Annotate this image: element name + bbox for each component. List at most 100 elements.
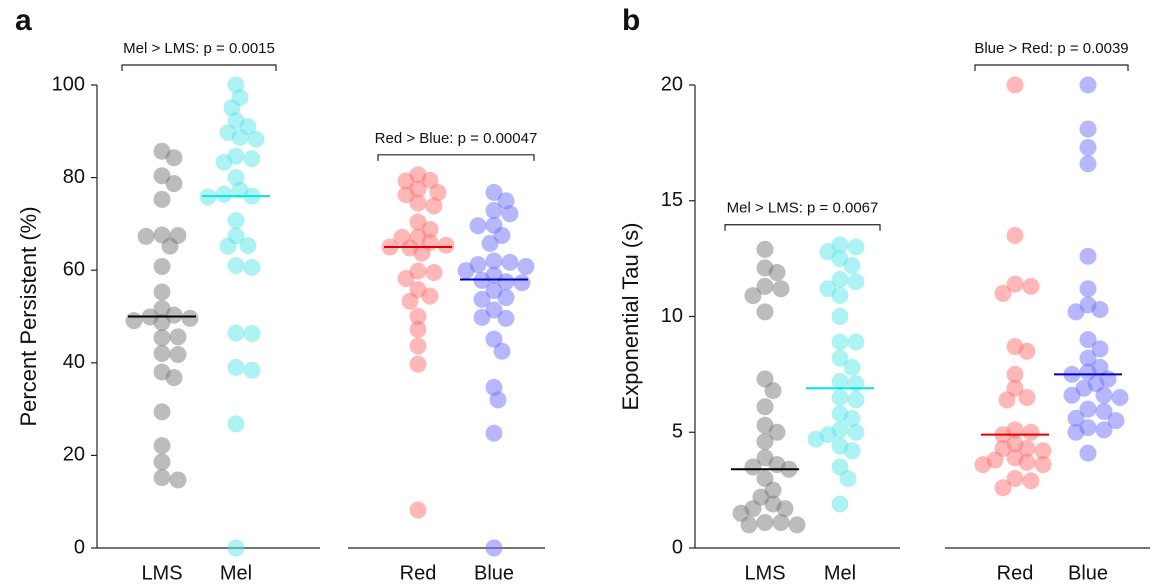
x-tick-label: Blue (474, 562, 514, 584)
y-tick-label: 60 (63, 258, 85, 280)
data-point (847, 391, 865, 409)
data-point (1107, 412, 1125, 430)
data-point (227, 257, 245, 275)
data-point (994, 284, 1012, 302)
data-point (493, 342, 511, 360)
annotation: Mel > LMS: p = 0.0015 (123, 40, 275, 57)
data-point (421, 171, 439, 189)
data-point (517, 257, 535, 275)
x-tick-label: Mel (824, 562, 856, 584)
data-point (497, 289, 515, 307)
data-point (165, 369, 183, 387)
data-point (231, 128, 249, 146)
data-point (153, 345, 171, 363)
data-point (843, 257, 861, 275)
data-point (485, 201, 503, 219)
data-point (153, 283, 171, 301)
data-point (165, 149, 183, 167)
significance-bracket (377, 154, 535, 161)
data-point (215, 185, 233, 203)
data-point (1079, 400, 1097, 418)
data-point (847, 375, 865, 393)
data-point (994, 479, 1012, 497)
data-point (1079, 349, 1097, 367)
data-point (756, 303, 774, 321)
data-point (409, 194, 427, 212)
y-tick-label: 40 (63, 351, 85, 373)
data-point (1022, 277, 1040, 295)
y-axis-label: Percent Persistent (%) (16, 206, 41, 426)
data-point (756, 514, 774, 532)
data-point (772, 280, 790, 298)
data-point (1006, 470, 1024, 488)
data-point (457, 262, 475, 280)
x-tick-label: Red (997, 562, 1034, 584)
data-point (1018, 453, 1036, 471)
data-point (756, 433, 774, 451)
data-point (501, 253, 519, 271)
data-point (215, 153, 233, 171)
data-point (153, 257, 171, 275)
data-point (485, 424, 503, 442)
data-point (1018, 439, 1036, 457)
data-point (1034, 442, 1052, 460)
data-point (409, 308, 427, 325)
data-point (219, 237, 237, 255)
data-point (409, 320, 427, 338)
data-point (1095, 402, 1113, 420)
x-tick-label: LMS (141, 562, 182, 584)
data-point (243, 258, 261, 276)
data-point (429, 183, 447, 201)
data-point (485, 252, 503, 270)
data-point (974, 456, 992, 474)
data-point (831, 333, 849, 351)
y-tick-label: 10 (661, 305, 683, 327)
data-point (1006, 76, 1024, 94)
data-point (1111, 389, 1129, 407)
data-point (1079, 247, 1097, 265)
data-point (756, 240, 774, 258)
y-tick-label: 80 (63, 166, 85, 188)
y-tick-label: 0 (672, 536, 683, 558)
data-point (493, 226, 511, 244)
data-point (421, 287, 439, 305)
data-point (413, 244, 431, 262)
data-point (744, 458, 762, 476)
data-point (481, 234, 499, 252)
data-point (764, 382, 782, 400)
data-point (409, 355, 427, 373)
data-point (227, 324, 245, 342)
data-point (831, 287, 849, 305)
x-tick-label: LMS (744, 562, 785, 584)
data-point (153, 453, 171, 471)
data-point (425, 264, 443, 282)
data-point (1095, 386, 1113, 404)
data-point (843, 442, 861, 460)
data-point (839, 470, 857, 488)
data-point (1067, 423, 1085, 441)
x-tick-label: Blue (1068, 562, 1108, 584)
data-point (740, 516, 758, 534)
x-tick-label: Red (400, 562, 437, 584)
data-point (807, 430, 825, 448)
y-axis-label: Exponential Tau (s) (618, 223, 643, 411)
data-point (847, 333, 865, 351)
data-point (1018, 342, 1036, 360)
data-point (485, 183, 503, 201)
data-point (744, 287, 762, 305)
data-point (1091, 301, 1109, 319)
data-point (161, 237, 179, 255)
data-point (768, 264, 786, 282)
data-point (489, 391, 507, 409)
data-point (1079, 331, 1097, 349)
data-point (153, 437, 171, 455)
y-tick-label: 20 (661, 73, 683, 95)
data-point (756, 398, 774, 416)
data-point (227, 212, 245, 230)
data-point (469, 217, 487, 235)
data-point (473, 308, 491, 326)
data-point (223, 99, 241, 117)
data-point (165, 175, 183, 193)
annotation: Blue > Red: p = 0.0039 (974, 40, 1128, 57)
